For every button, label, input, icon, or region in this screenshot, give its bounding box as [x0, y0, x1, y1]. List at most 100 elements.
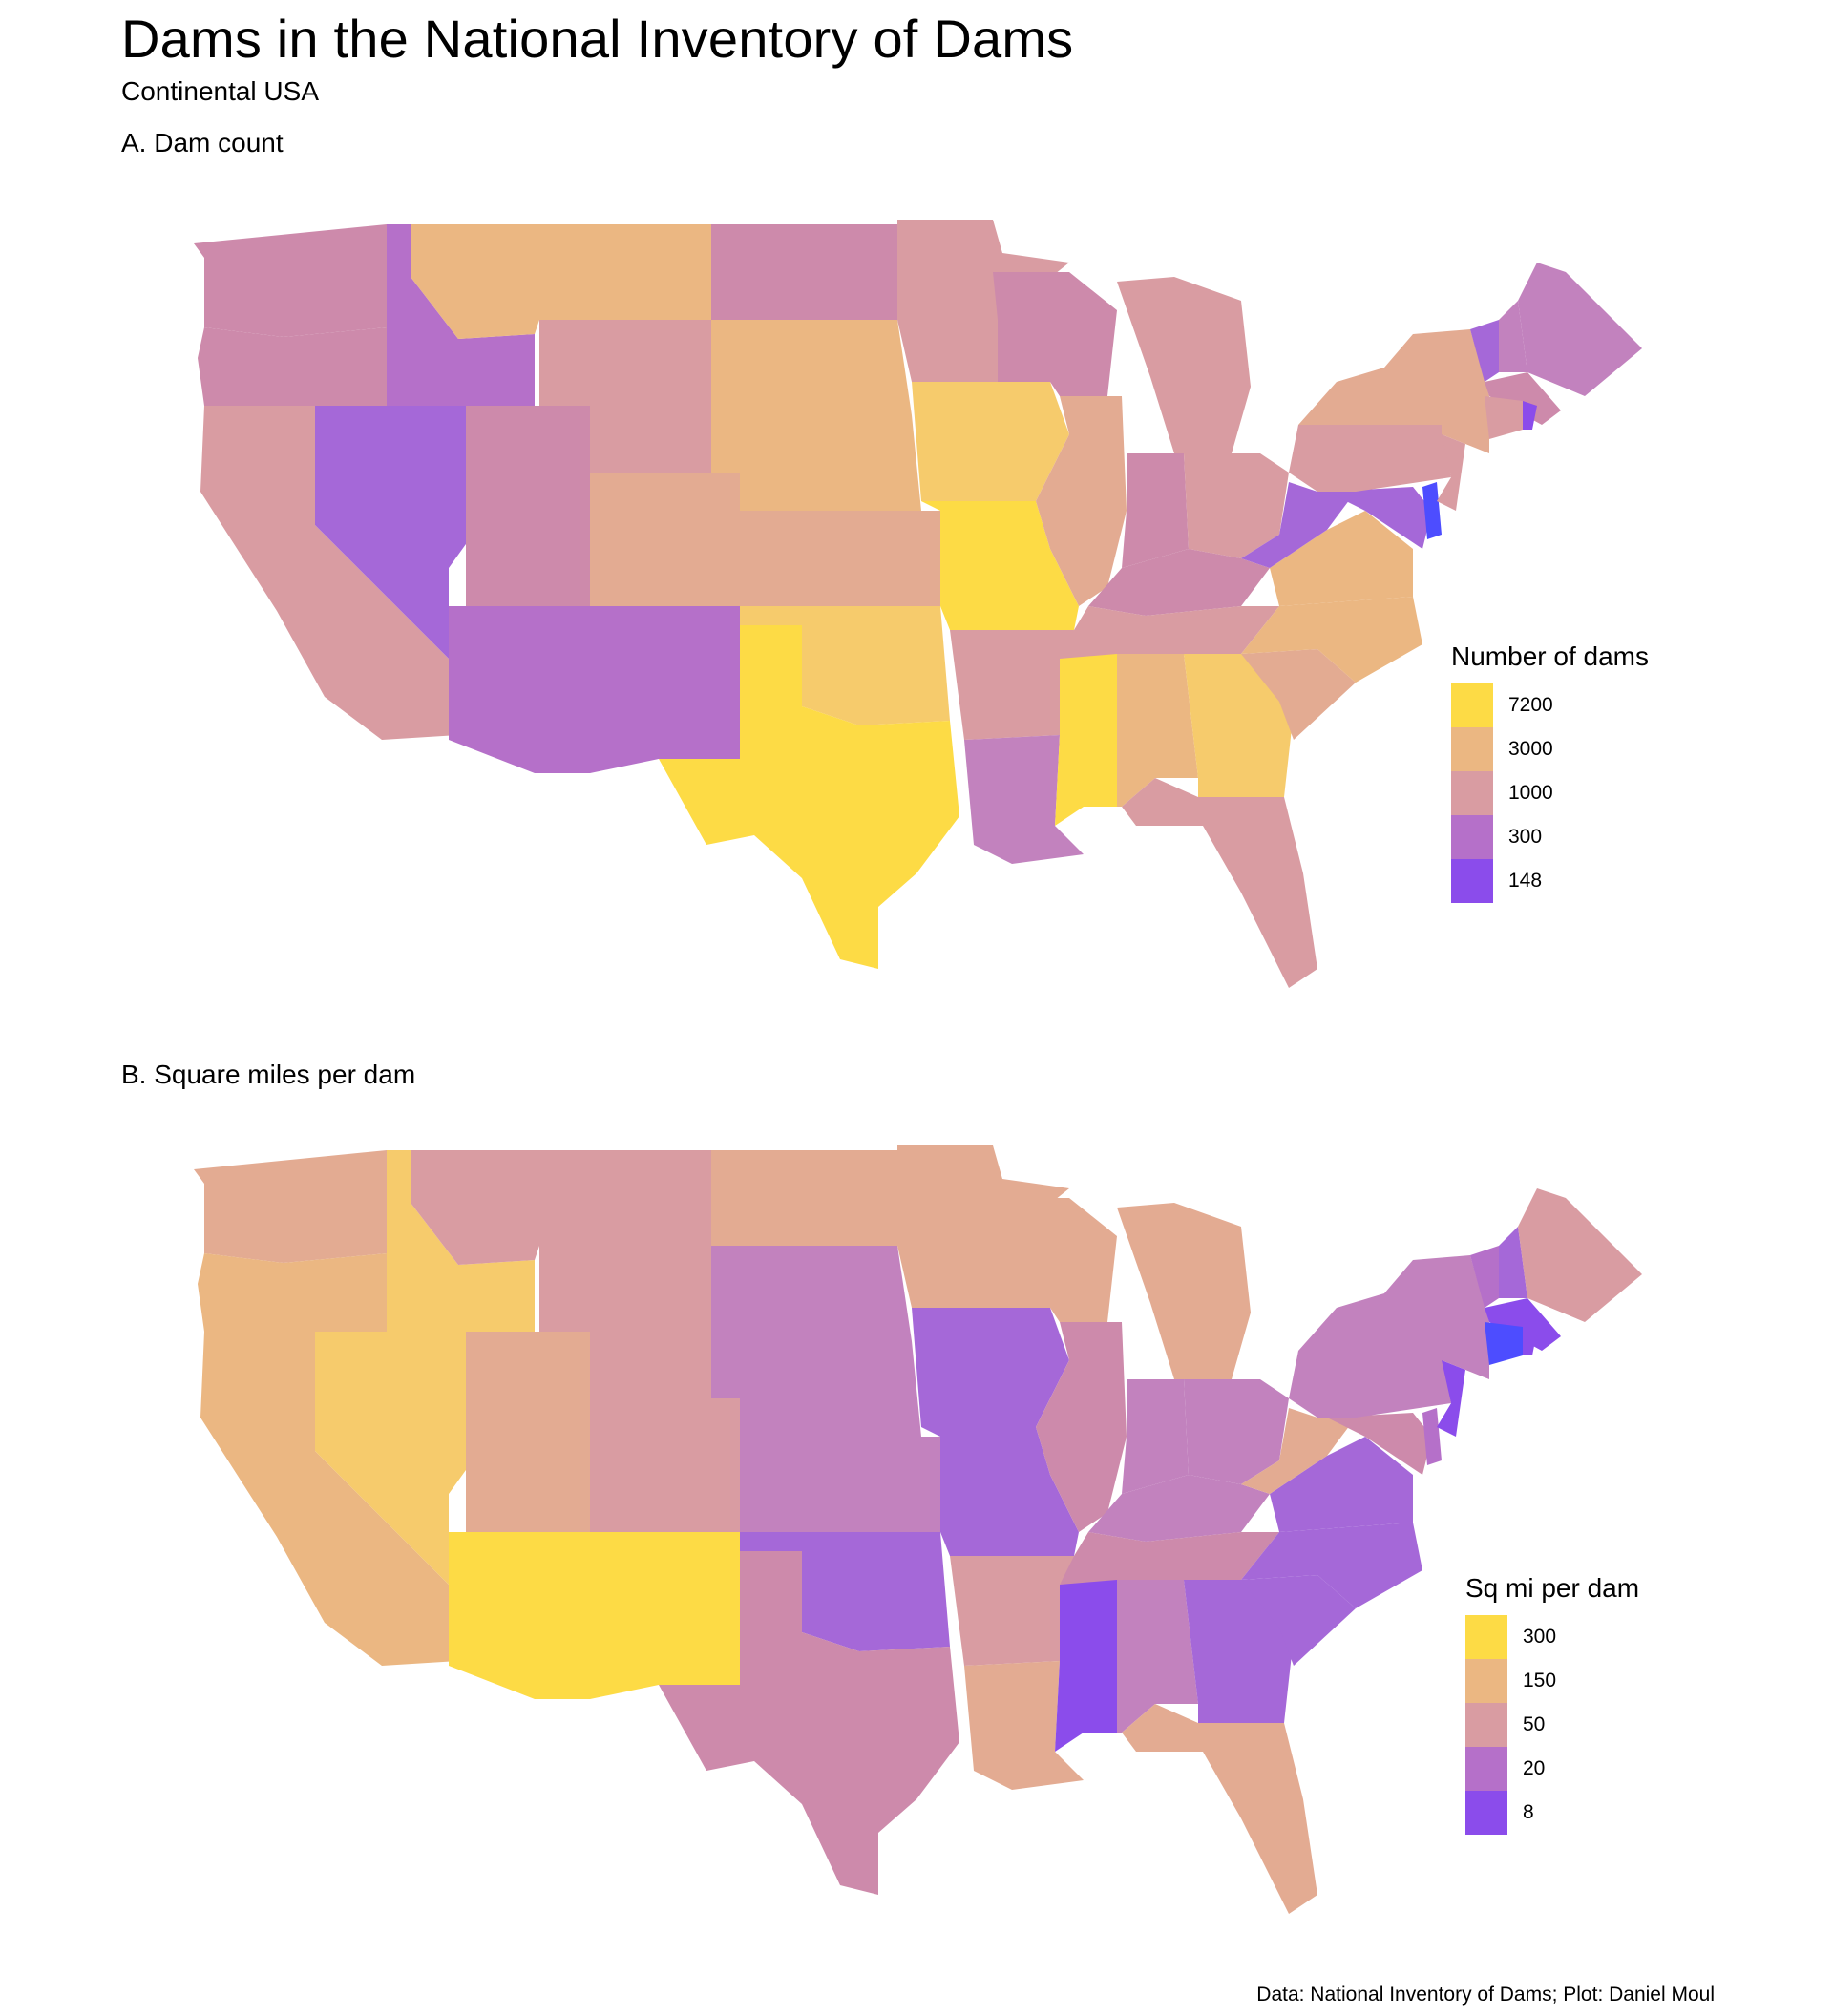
legend-swatch — [1465, 1659, 1507, 1703]
state-ga — [1184, 1580, 1294, 1723]
state-nc — [1241, 597, 1422, 682]
state-ks — [740, 511, 940, 606]
legend-item: 300 — [1465, 1615, 1639, 1659]
panel-b-title: B. Square miles per dam — [121, 1060, 416, 1089]
state-nv — [315, 1332, 466, 1585]
state-nv — [315, 406, 466, 659]
state-oh — [1184, 453, 1289, 558]
legend-swatch — [1465, 1791, 1507, 1835]
legend-item: 150 — [1465, 1659, 1639, 1703]
state-nj — [1437, 434, 1465, 511]
state-ca — [200, 1332, 458, 1666]
legend-title: Sq mi per dam — [1465, 1573, 1640, 1603]
state-ok — [740, 606, 950, 725]
state-or — [198, 327, 387, 406]
state-id — [387, 224, 535, 406]
legend-item: 20 — [1465, 1747, 1639, 1791]
state-in — [1122, 1379, 1189, 1494]
legend-title: Number of dams — [1451, 641, 1649, 671]
legend-panel-b: Sq mi per dam 300 150 50 20 8 — [1465, 1573, 1639, 1835]
state-mo — [921, 1427, 1079, 1556]
state-md — [1327, 1413, 1432, 1475]
legend-label: 7200 — [1508, 694, 1553, 716]
state-ny — [1298, 1255, 1489, 1379]
state-va — [1270, 1437, 1413, 1532]
state-ma — [1485, 1298, 1561, 1351]
state-ky — [1088, 549, 1270, 616]
legend-label: 148 — [1508, 870, 1543, 892]
state-wi — [993, 1198, 1117, 1322]
state-nd — [711, 224, 897, 320]
state-nj — [1437, 1360, 1465, 1437]
panel-a-title: A. Dam count — [121, 128, 284, 158]
state-mi — [1117, 277, 1251, 453]
state-ne — [711, 415, 921, 511]
state-tx — [659, 625, 959, 969]
state-mn — [897, 220, 1069, 382]
state-nc — [1241, 1522, 1422, 1608]
state-mi — [1117, 1203, 1251, 1379]
map-panel-b — [194, 1145, 1642, 1914]
state-sc — [1241, 1575, 1356, 1666]
legend-item: 7200 — [1451, 683, 1649, 727]
state-mt — [411, 224, 711, 339]
chart-subtitle: Continental USA — [121, 76, 320, 106]
state-de — [1422, 1408, 1442, 1465]
state-fl — [1122, 778, 1317, 988]
legend-label: 20 — [1523, 1757, 1546, 1779]
state-md — [1327, 487, 1432, 549]
state-wv — [1241, 482, 1356, 568]
state-ms — [1055, 1580, 1117, 1752]
state-or — [198, 1253, 387, 1332]
state-vt — [1470, 1246, 1499, 1308]
state-in — [1122, 453, 1189, 568]
state-ma — [1485, 372, 1561, 425]
legend-item: 8 — [1465, 1791, 1639, 1835]
legend-label: 150 — [1523, 1670, 1557, 1691]
legend-panel-a: Number of dams 7200 3000 1000 300 148 — [1451, 641, 1649, 903]
state-al — [1117, 654, 1198, 807]
legend-swatch — [1465, 1615, 1507, 1659]
state-pa — [1289, 425, 1451, 492]
state-ok — [740, 1532, 950, 1651]
source-caption: Data: National Inventory of Dams; Plot: … — [1256, 1984, 1715, 2006]
state-me — [1518, 262, 1642, 396]
legend-item: 50 — [1465, 1703, 1639, 1747]
state-ks — [740, 1437, 940, 1532]
state-ut — [466, 1332, 619, 1532]
state-ct — [1485, 1322, 1523, 1365]
state-la — [964, 735, 1084, 864]
state-il — [1036, 1322, 1127, 1532]
state-la — [964, 1661, 1084, 1790]
state-az — [449, 1532, 590, 1699]
state-ms — [1055, 654, 1117, 826]
state-va — [1270, 511, 1413, 606]
state-sd — [711, 320, 912, 415]
legend-swatch — [1451, 683, 1493, 727]
map-panel-a — [194, 220, 1642, 988]
state-tn — [1060, 1532, 1279, 1585]
legend-item: 148 — [1451, 859, 1649, 903]
state-co — [590, 1398, 740, 1532]
state-mn — [897, 1145, 1069, 1308]
legend-swatch — [1451, 727, 1493, 771]
state-ri — [1523, 1327, 1537, 1355]
legend-label: 3000 — [1508, 738, 1553, 760]
state-ar — [950, 630, 1074, 740]
state-wa — [194, 224, 387, 337]
state-sc — [1241, 649, 1356, 740]
state-pa — [1289, 1351, 1451, 1418]
state-nd — [711, 1150, 897, 1246]
state-id — [387, 1150, 535, 1332]
legend-swatch — [1465, 1747, 1507, 1791]
state-az — [449, 606, 590, 773]
state-de — [1422, 482, 1442, 539]
legend-rows: 7200 3000 1000 300 148 — [1451, 683, 1649, 903]
state-tx — [659, 1551, 959, 1895]
state-ri — [1523, 401, 1537, 430]
state-wv — [1241, 1408, 1356, 1494]
legend-swatch — [1465, 1703, 1507, 1747]
legend-label: 8 — [1523, 1801, 1534, 1823]
state-wi — [993, 272, 1117, 396]
legend-label: 50 — [1523, 1713, 1546, 1735]
